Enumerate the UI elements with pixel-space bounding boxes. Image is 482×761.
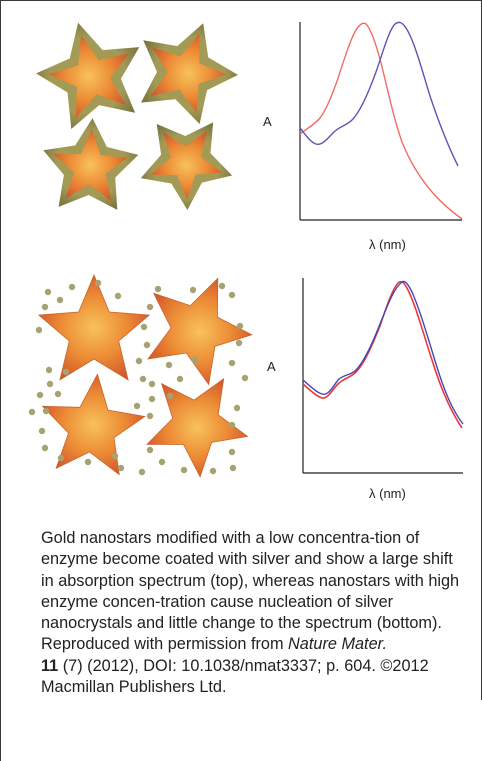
nanostar-bottom-2 [147,277,253,386]
silver-nanocrystal-dot [139,375,147,383]
silver-nanocrystal-dot [236,322,244,330]
silver-nanocrystal-dot [46,380,54,388]
silver-nanocrystal-dot [228,291,236,299]
silver-nanocrystal-dot [35,326,43,334]
silver-nanocrystal-dot [94,279,102,287]
silver-nanocrystal-dot [138,468,146,476]
nanostar-bottom-3 [41,373,146,476]
silver-nanocrystal-dot [28,408,36,416]
silver-nanocrystal-dot [140,323,148,331]
silver-nanocrystal-dot [228,359,236,367]
silver-nanocrystal-dot [166,392,174,400]
silver-nanocrystal-dot [154,285,162,293]
frame-gap [0,700,482,761]
caption-text-end: (7) (2012), DOI: 10.1038/nmat3337; p. 60… [41,656,429,697]
top-ylabel: A [263,114,272,129]
silver-nanocrystal-dot [180,466,188,474]
nanostar-top-1 [48,34,129,118]
silver-nanocrystal-dot [68,283,76,291]
caption-volume: 11 [41,656,59,675]
silver-nanocrystal-dot [56,296,64,304]
bottom-xlabel: λ (nm) [369,486,406,501]
nanostar-top-3 [53,129,128,201]
silver-nanocrystal-dot [38,427,46,435]
silver-nanocrystals-group [28,279,249,476]
silver-nanocrystal-dot [42,407,50,415]
silver-nanocrystal-dot [135,357,143,365]
bottom-series-blue-line [302,280,464,425]
nanostar-bottom-1 [37,273,151,381]
silver-nanocrystal-dot [235,339,243,347]
silver-nanocrystal-dot [44,288,52,296]
nanostar-bottom-4 [146,377,249,478]
silver-nanocrystal-dot [117,464,125,472]
silver-nanocrystal-dot [148,395,156,403]
figure-illustration: A λ (nm) A λ (nm) [28,21,464,501]
silver-nanocrystal-dot [148,380,156,388]
bottom-spectrum-chart: A λ (nm) [267,278,464,501]
caption-text-main: Gold nanostars modified with a low conce… [41,529,460,654]
bottom-series-red-line [302,280,463,429]
silver-nanocrystal-dot [191,356,199,364]
silver-nanocrystal-dot [41,303,49,311]
silver-nanocrystal-dot [189,286,197,294]
frame-left-edge [0,700,1,761]
top-spectrum-chart: A λ (nm) [263,21,463,252]
top-nanostars-group [36,22,238,210]
silver-nanocrystal-dot [176,375,184,383]
silver-nanocrystal-dot [45,366,53,374]
silver-nanocrystal-dot [209,467,217,475]
silver-nanocrystal-dot [143,341,151,349]
silver-nanocrystal-dot [165,361,173,369]
silver-nanocrystal-dot [133,402,141,410]
silver-nanocrystal-dot [241,374,249,382]
silver-nanocrystal-dot [233,404,241,412]
silver-nanocrystal-dot [228,421,236,429]
top-series-red-line [299,22,463,220]
silver-nanocrystal-dot [62,368,70,376]
silver-nanocrystal-dot [158,458,166,466]
silver-nanocrystal-dot [229,464,237,472]
nanostar-top-4 [150,131,222,200]
silver-nanocrystal-dot [146,446,154,454]
silver-nanocrystal-dot [146,303,154,311]
caption-journal: Nature Mater. [288,635,387,654]
bottom-nanostars-group [37,273,253,478]
silver-nanocrystal-dot [84,458,92,466]
silver-nanocrystal-dot [114,292,122,300]
silver-nanocrystal-dot [41,444,49,452]
silver-nanocrystal-dot [54,390,62,398]
top-xlabel: λ (nm) [369,237,406,252]
silver-nanocrystal-dot [36,391,44,399]
silver-nanocrystal-dot [57,454,65,462]
nanostar-top-2 [150,34,227,113]
bottom-ylabel: A [267,359,276,374]
silver-nanocrystal-dot [111,452,119,460]
figure-caption: Gold nanostars modified with a low conce… [41,528,466,698]
silver-nanocrystal-dot [218,282,226,290]
silver-nanocrystal-dot [146,412,154,420]
silver-nanocrystal-dot [228,448,236,456]
top-series-blue-line [299,21,459,167]
